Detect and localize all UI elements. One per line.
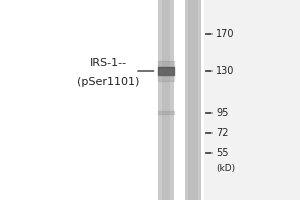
Text: (pSer1101): (pSer1101) bbox=[77, 77, 139, 87]
Text: 72: 72 bbox=[216, 128, 229, 138]
Text: 55: 55 bbox=[216, 148, 229, 158]
Text: 170: 170 bbox=[216, 29, 235, 39]
Bar bbox=[162, 0, 170, 200]
Bar bbox=[158, 0, 174, 200]
Bar bbox=[188, 0, 198, 200]
Text: IRS-1--: IRS-1-- bbox=[89, 58, 127, 68]
Bar bbox=[184, 0, 201, 200]
Text: 95: 95 bbox=[216, 108, 228, 118]
Text: 130: 130 bbox=[216, 66, 234, 76]
Text: (kD): (kD) bbox=[216, 164, 235, 173]
Bar bbox=[0, 0, 204, 200]
Bar bbox=[204, 0, 300, 200]
